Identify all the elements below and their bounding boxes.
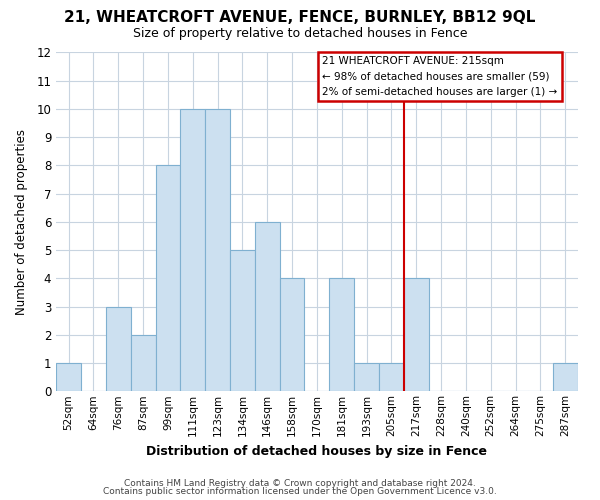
- Bar: [553, 363, 578, 392]
- Bar: [329, 278, 354, 392]
- Bar: [205, 109, 230, 392]
- Bar: [230, 250, 255, 392]
- Text: 21, WHEATCROFT AVENUE, FENCE, BURNLEY, BB12 9QL: 21, WHEATCROFT AVENUE, FENCE, BURNLEY, B…: [64, 10, 536, 25]
- Bar: [280, 278, 304, 392]
- Bar: [155, 166, 181, 392]
- Bar: [354, 363, 379, 392]
- Bar: [404, 278, 428, 392]
- Text: Contains HM Land Registry data © Crown copyright and database right 2024.: Contains HM Land Registry data © Crown c…: [124, 478, 476, 488]
- Text: 21 WHEATCROFT AVENUE: 215sqm
← 98% of detached houses are smaller (59)
2% of sem: 21 WHEATCROFT AVENUE: 215sqm ← 98% of de…: [322, 56, 557, 97]
- Bar: [56, 363, 81, 392]
- Bar: [379, 363, 404, 392]
- Text: Size of property relative to detached houses in Fence: Size of property relative to detached ho…: [133, 28, 467, 40]
- X-axis label: Distribution of detached houses by size in Fence: Distribution of detached houses by size …: [146, 444, 487, 458]
- Y-axis label: Number of detached properties: Number of detached properties: [15, 129, 28, 315]
- Bar: [255, 222, 280, 392]
- Text: Contains public sector information licensed under the Open Government Licence v3: Contains public sector information licen…: [103, 487, 497, 496]
- Bar: [131, 335, 155, 392]
- Bar: [181, 109, 205, 392]
- Bar: [106, 306, 131, 392]
